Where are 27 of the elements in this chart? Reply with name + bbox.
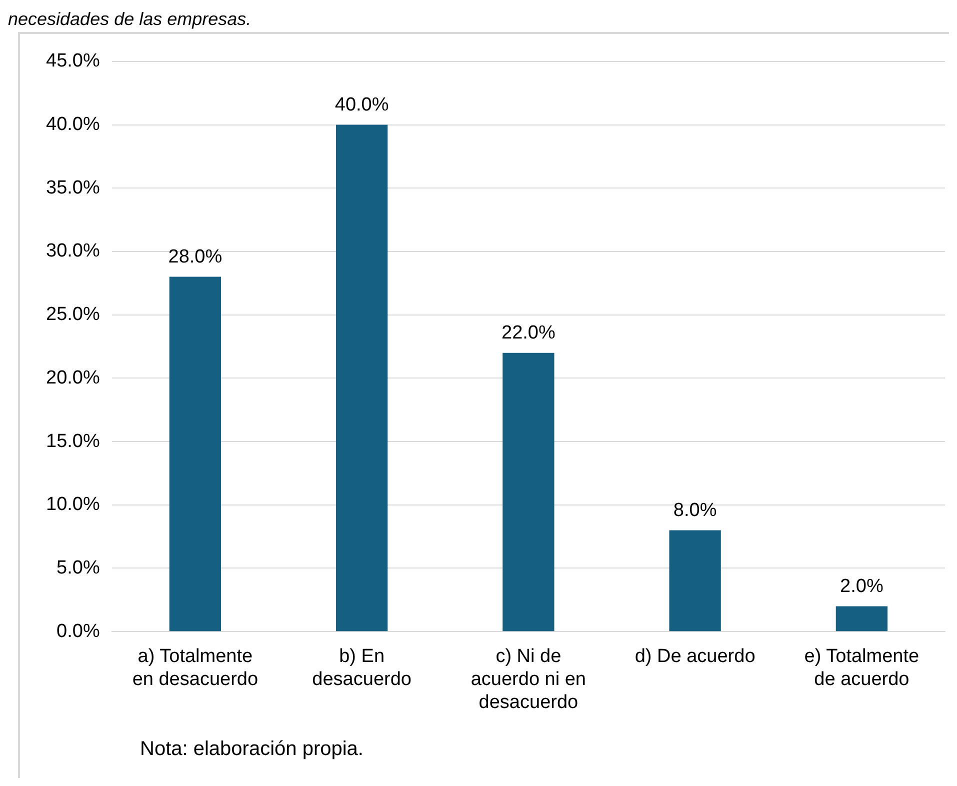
x-tick-label: c) Ni de acuerdo ni en desacuerdo [470,646,586,713]
x-tick-label: b) En desacuerdo [312,646,412,690]
y-tick-label: 5.0% [56,557,100,578]
y-tick-label: 25.0% [46,304,100,326]
y-tick-label: 40.0% [46,114,100,135]
y-tick-label: 35.0% [46,177,100,198]
data-label: 28.0% [168,246,222,268]
y-tick-label: 20.0% [46,367,100,388]
bar [502,352,554,632]
x-tick-label: a) Totalmente en desacuerdo [132,646,258,690]
bar [336,124,388,632]
x-tick-label: e) Totalmente de acuerdo [804,646,920,690]
y-tick-label: 0.0% [56,620,100,642]
bar [836,606,888,632]
x-tick-label: d) De acuerdo [634,646,756,668]
data-label: 2.0% [840,576,884,597]
chart-title: necesidades de las empresas. [8,8,252,30]
data-label: 8.0% [673,500,717,521]
y-tick-label: 30.0% [46,240,100,262]
data-label: 40.0% [334,94,389,116]
y-tick-label: 10.0% [46,494,100,516]
data-label: 22.0% [502,322,556,344]
bar [669,530,721,632]
text: Nota: elaboración propia. [140,738,364,761]
y-tick-label: 15.0% [46,430,100,452]
y-tick-label: 45.0% [46,50,100,72]
bar [169,276,222,632]
